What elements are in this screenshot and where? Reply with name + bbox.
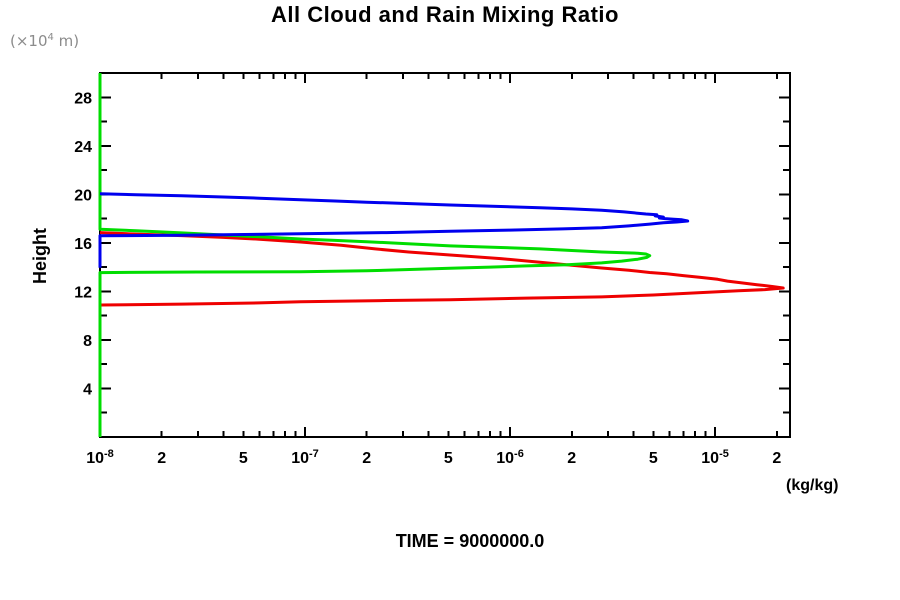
series-green-profile-line xyxy=(98,73,652,437)
y-units-prefix: (×10 xyxy=(10,32,48,50)
y-units-suffix: m) xyxy=(53,32,80,50)
x-tick-label: 2 xyxy=(567,450,576,467)
x-tick-label: 2 xyxy=(772,450,781,467)
y-axis-units-label: (×104 m) xyxy=(10,32,79,50)
y-tick-label: 8 xyxy=(83,333,92,350)
y-tick-label: 24 xyxy=(74,139,92,156)
x-tick-label: 5 xyxy=(444,450,453,467)
y-tick-label: 16 xyxy=(74,236,92,253)
series-red-profile-line xyxy=(99,231,785,307)
series-blue-profile-line xyxy=(98,192,690,268)
x-tick-label: 5 xyxy=(649,450,658,467)
x-tick-label: 2 xyxy=(362,450,371,467)
y-tick-label: 20 xyxy=(74,187,92,204)
x-tick-label: 10-8 xyxy=(86,448,114,467)
x-tick-label: 10-6 xyxy=(496,448,524,467)
y-tick-label: 12 xyxy=(74,284,92,301)
x-tick-label: 5 xyxy=(239,450,248,467)
x-tick-label: 10-5 xyxy=(701,448,729,467)
y-units-exponent: 4 xyxy=(47,32,54,43)
time-annotation: TIME = 9000000.0 xyxy=(395,531,545,551)
y-tick-label: 28 xyxy=(74,90,92,107)
y-tick-label: 4 xyxy=(83,381,92,398)
x-axis-units-label: (kg/kg) xyxy=(786,477,839,494)
x-tick-label: 10-7 xyxy=(291,448,319,467)
chart-title: All Cloud and Rain Mixing Ratio xyxy=(271,2,619,27)
x-tick-label: 2 xyxy=(157,450,166,467)
